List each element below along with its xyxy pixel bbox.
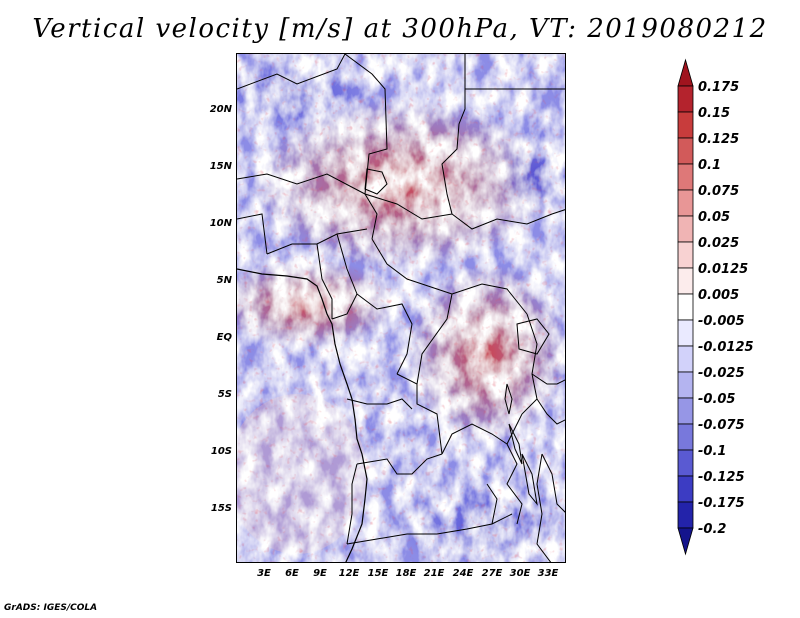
colorbar-bin xyxy=(677,58,694,87)
lat-tick-label: 15N xyxy=(209,161,232,172)
colorbar-tick-label: 0.175 xyxy=(698,80,740,95)
colorbar-tick-label: -0.1 xyxy=(698,444,727,459)
colorbar-bin xyxy=(677,345,694,373)
lon-tick-label: 18E xyxy=(395,568,417,579)
colorbar-bin xyxy=(677,137,694,165)
colorbar-tick-label: -0.075 xyxy=(698,418,745,433)
lat-tick-label: EQ xyxy=(216,332,232,343)
colorbar xyxy=(677,58,694,556)
lon-tick-label: 33E xyxy=(537,568,559,579)
map-canvas xyxy=(237,54,565,562)
chart-title: Vertical velocity [m/s] at 300hPa, VT: 2… xyxy=(32,14,768,44)
colorbar-tick-label: 0.125 xyxy=(698,132,740,147)
colorbar-tick-label: 0.005 xyxy=(698,288,740,303)
colorbar-tick-label: 0.1 xyxy=(698,158,722,173)
colorbar-bin xyxy=(677,215,694,243)
lat-tick-label: 15S xyxy=(210,503,232,514)
colorbar-bin xyxy=(677,293,694,321)
lon-tick-label: 21E xyxy=(423,568,445,579)
colorbar-bin xyxy=(677,475,694,503)
colorbar-bin xyxy=(677,111,694,139)
colorbar-bin xyxy=(677,85,694,113)
colorbar-tick-label: -0.175 xyxy=(698,496,745,511)
colorbar-tick-label: 0.0125 xyxy=(698,262,749,277)
colorbar-bin xyxy=(677,319,694,347)
colorbar-bin xyxy=(677,527,694,556)
colorbar-tick-label: -0.125 xyxy=(698,470,745,485)
lakes xyxy=(364,168,550,506)
map-plot-area xyxy=(236,53,566,563)
colorbar-bin xyxy=(677,397,694,425)
colorbar-tick-label: -0.2 xyxy=(698,522,727,537)
lon-tick-label: 15E xyxy=(367,568,389,579)
colorbar-tick-label: 0.15 xyxy=(698,106,731,121)
lon-tick-label: 9E xyxy=(313,568,327,579)
credit-text: GrADS: IGES/COLA xyxy=(4,603,98,613)
lat-tick-label: 10N xyxy=(209,218,232,229)
colorbar-bin xyxy=(677,501,694,529)
colorbar-bin xyxy=(677,163,694,191)
lon-tick-label: 12E xyxy=(338,568,360,579)
colorbar-bin xyxy=(677,449,694,477)
colorbar-bin xyxy=(677,241,694,269)
colorbar-bin xyxy=(677,267,694,295)
colorbar-tick-label: 0.075 xyxy=(698,184,740,199)
lat-tick-label: 5N xyxy=(216,275,232,286)
lon-tick-label: 30E xyxy=(509,568,531,579)
colorbar-tick-label: 0.025 xyxy=(698,236,740,251)
colorbar-bin xyxy=(677,189,694,217)
colorbar-tick-label: -0.05 xyxy=(698,392,736,407)
lon-tick-label: 6E xyxy=(285,568,299,579)
coastline xyxy=(237,268,368,562)
colorbar-tick-label: -0.025 xyxy=(698,366,745,381)
colorbar-tick-label: -0.005 xyxy=(698,314,745,329)
colorbar-bin xyxy=(677,371,694,399)
lat-tick-label: 5S xyxy=(217,389,232,400)
country-borders xyxy=(237,54,565,562)
lat-tick-label: 20N xyxy=(209,104,232,115)
colorbar-tick-label: -0.0125 xyxy=(698,340,754,355)
lon-tick-label: 3E xyxy=(257,568,271,579)
colorbar-bin xyxy=(677,423,694,451)
lon-tick-label: 27E xyxy=(481,568,503,579)
lon-tick-label: 24E xyxy=(452,568,474,579)
convective-speckle xyxy=(237,54,565,562)
colorbar-tick-label: 0.05 xyxy=(698,210,731,225)
lat-tick-label: 10S xyxy=(210,446,232,457)
